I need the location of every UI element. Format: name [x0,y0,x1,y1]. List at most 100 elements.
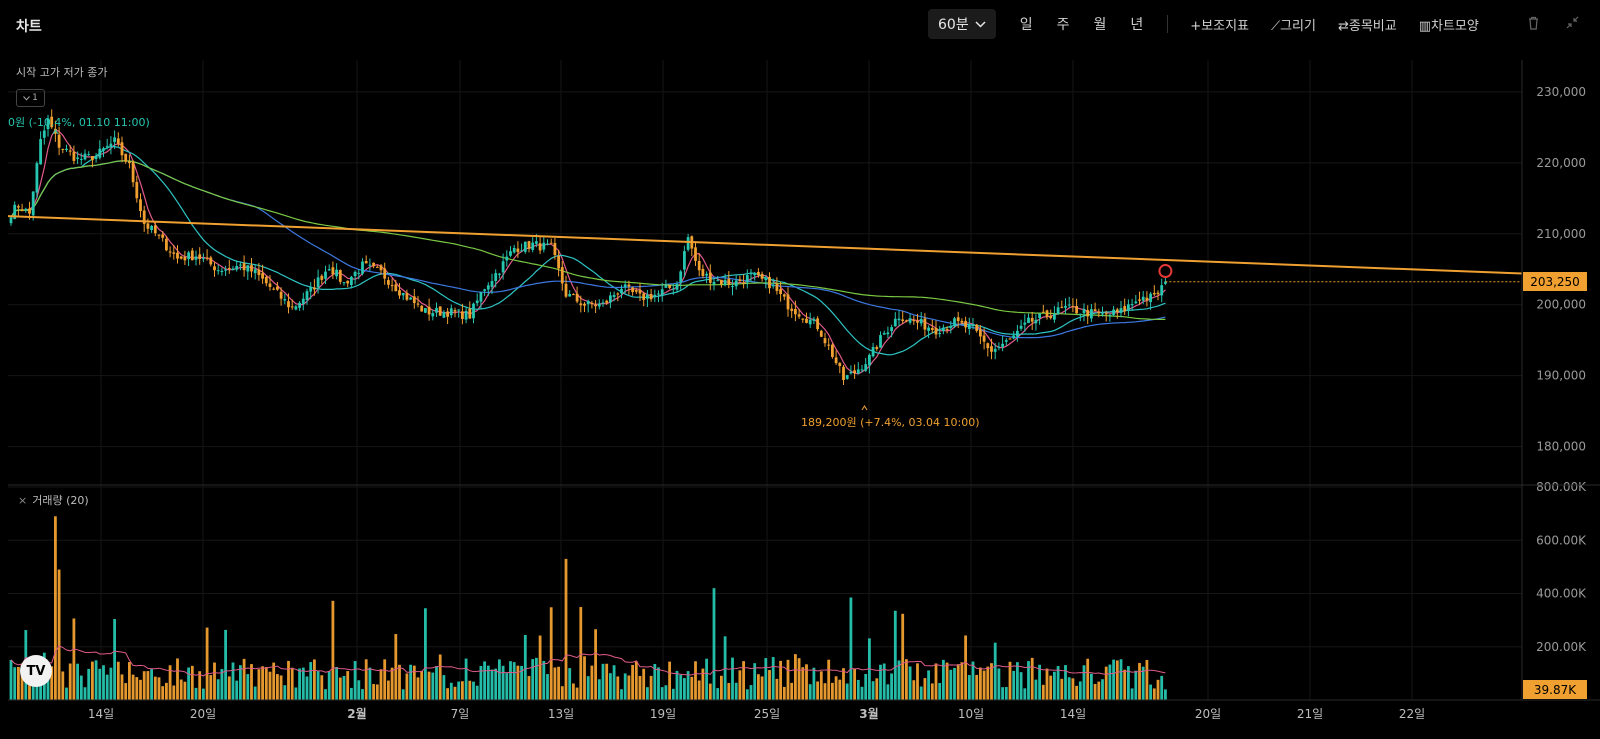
volume-bar [742,661,745,700]
volume-bar [1138,662,1141,700]
volume-bar [760,676,764,700]
candle-body [498,273,501,275]
timeframe-select[interactable]: 60분 [928,9,996,39]
volume-bar [324,689,327,700]
tradingview-logo: TV [20,655,52,687]
compare-button[interactable]: ⇄종목비교 [1337,18,1397,34]
volume-bar [1056,666,1060,700]
volume-bar [616,676,620,700]
candle-body [239,264,242,266]
candle-body [757,272,760,276]
candle-body [17,206,20,208]
candle-body [179,256,183,259]
volume-bar [361,689,364,700]
volume-bar [927,670,930,700]
volume-bar [424,608,427,700]
volume-tick-label: 400.00K [1536,587,1587,601]
candle-body [590,302,594,305]
candle-body [705,273,708,276]
volume-bar [457,681,461,700]
y-tick-label: 190,000 [1536,369,1586,383]
candle-body [335,269,338,277]
candle-body [220,270,224,273]
volume-bar [279,675,283,700]
candle-body [390,285,394,287]
legend-collapse-button[interactable]: 1 [16,89,45,107]
period-day-button[interactable]: 일 [1019,17,1033,33]
candlesticks [9,109,1167,386]
candle-body [128,161,131,164]
candle-body [668,285,671,288]
candle-body [531,242,535,250]
volume-bar [897,660,901,700]
volume-bar [875,678,879,700]
volume-bar [701,668,705,700]
candle-body [1064,305,1067,308]
volume-bar [664,685,668,700]
volume-bar [797,658,801,700]
candle-body [209,257,213,265]
candle-body [116,138,120,144]
candle-body [261,273,264,279]
volume-bar [264,667,268,700]
volume-bar [1034,679,1038,700]
y-tick-label: 210,000 [1536,227,1586,241]
x-tick-label: 20일 [190,707,216,721]
volume-bar [864,674,868,700]
volume-bar [1141,666,1145,700]
period-year-button[interactable]: 년 [1130,17,1144,33]
candle-body [871,347,875,357]
volume-bar [720,675,723,700]
volume-bar [1049,675,1053,700]
volume-bar [213,662,216,700]
volume-bar [1004,686,1008,700]
volume-bar [305,676,309,700]
candle-body [720,279,723,285]
candle-body [486,285,490,290]
candle-body [131,161,135,183]
candle-body [731,286,734,288]
low-caret [861,405,868,411]
candle-body [797,314,801,317]
period-week-button[interactable]: 주 [1056,17,1070,33]
chart-style-button[interactable]: ▥차트모양 [1418,18,1479,34]
draw-button[interactable]: ⟋그리기 [1271,18,1316,34]
candle-body [1149,293,1152,303]
volume-bar [819,671,823,700]
volume-bar [468,680,472,700]
indicator-button[interactable]: +보조지표 [1190,18,1249,34]
candle-body [153,225,157,234]
collapse-icon[interactable] [1566,16,1579,33]
candle-body [842,366,845,380]
candle-body [231,268,235,271]
candle-body [945,328,949,330]
period-month-button[interactable]: 월 [1093,17,1107,33]
volume-bar [997,668,1001,700]
volume-bar [716,688,720,700]
volume-bar [427,671,431,700]
candle-body [819,330,823,337]
candle-body [1093,309,1097,311]
trash-icon[interactable] [1527,16,1540,34]
volume-bar [331,600,335,700]
candle-body [1012,335,1016,339]
volume-bar [227,676,231,700]
candle-body [120,142,124,156]
candle-body [461,311,464,319]
candle-body [161,234,165,238]
close-icon[interactable]: × [18,493,28,507]
volume-bar [313,659,316,700]
candle-body [964,320,967,328]
candle-body [420,305,424,312]
candle-body [435,307,438,313]
toolbar-divider [1167,15,1169,33]
candle-body [749,273,753,275]
volume-bar [124,683,128,700]
volume-bar [190,665,194,700]
volume-bar [942,659,945,700]
candle-body [298,302,301,308]
volume-bar [594,629,597,700]
candle-body [634,290,638,292]
volume-bar [1108,664,1112,700]
